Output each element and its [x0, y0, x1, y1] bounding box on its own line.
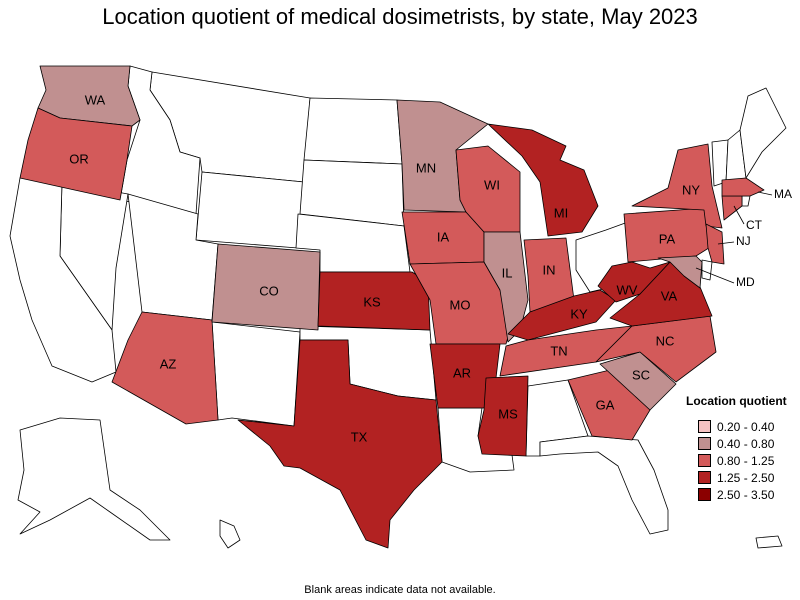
leader-md [695, 267, 735, 284]
state-ks[interactable] [317, 271, 431, 331]
legend-item: 0.40 - 0.80 [686, 435, 796, 452]
legend: Location quotient 0.20 - 0.40 0.40 - 0.8… [686, 394, 796, 503]
leader-ma [757, 191, 773, 196]
state-ms[interactable] [477, 375, 529, 457]
label-wi: WI [484, 177, 500, 192]
label-ct: CT [746, 218, 763, 232]
legend-item: 1.25 - 2.50 [686, 469, 796, 486]
state-ma[interactable] [721, 177, 765, 197]
map-title: Location quotient of medical dosimetrist… [102, 4, 698, 29]
state-sc[interactable] [599, 351, 677, 411]
label-in: IN [543, 262, 556, 277]
state-co[interactable] [211, 243, 321, 331]
legend-label: 0.40 - 0.80 [717, 436, 775, 451]
state-or[interactable] [19, 107, 133, 201]
legend-swatch [698, 437, 711, 450]
label-wa: WA [85, 92, 106, 107]
state-mi[interactable] [487, 123, 599, 237]
label-va: VA [661, 288, 678, 303]
legend-swatch [698, 471, 711, 484]
legend-title: Location quotient [686, 394, 787, 408]
state-florida[interactable] [539, 435, 669, 535]
state-nj[interactable] [705, 223, 725, 265]
label-ia: IA [437, 229, 450, 244]
state-alaska[interactable] [17, 417, 171, 541]
legend-label: 2.50 - 3.50 [717, 487, 775, 502]
state-maine[interactable] [739, 87, 787, 179]
label-co: CO [259, 283, 279, 298]
state-rhode-island[interactable] [741, 195, 751, 207]
state-new-mexico[interactable] [211, 321, 301, 427]
legend-label: 1.25 - 2.50 [717, 470, 775, 485]
state-tx[interactable] [237, 339, 443, 549]
state-north-dakota[interactable] [303, 97, 403, 165]
label-pa: PA [659, 231, 676, 246]
label-md: MD [736, 275, 755, 289]
label-ma: MA [774, 187, 792, 201]
label-or: OR [69, 151, 89, 166]
territory-puerto-rico[interactable] [755, 535, 783, 549]
leader-nj [717, 241, 735, 245]
legend-swatch [698, 420, 711, 433]
label-ks: KS [363, 294, 381, 309]
state-delaware[interactable] [701, 259, 713, 281]
legend-item: 0.80 - 1.25 [686, 452, 796, 469]
state-ny[interactable] [631, 143, 723, 229]
label-tn: TN [550, 343, 567, 358]
data-states [19, 65, 765, 549]
legend-item: 2.50 - 3.50 [686, 486, 796, 503]
state-wyoming[interactable] [195, 171, 305, 249]
label-ms: MS [498, 406, 518, 421]
label-ga: GA [596, 397, 615, 412]
label-mi: MI [554, 205, 568, 220]
state-ct[interactable] [721, 195, 743, 221]
state-md[interactable] [657, 255, 703, 289]
label-ny: NY [682, 182, 700, 197]
label-ky: KY [570, 306, 588, 321]
legend-item: 0.20 - 0.40 [686, 418, 796, 435]
state-hawaii[interactable] [219, 519, 241, 549]
label-mo: MO [450, 297, 471, 312]
label-ar: AR [453, 365, 471, 380]
footnote: Blank areas indicate data not available. [304, 584, 496, 596]
legend-label: 0.20 - 0.40 [717, 419, 775, 434]
label-mn: MN [416, 160, 436, 175]
label-az: AZ [160, 356, 177, 371]
state-vermont[interactable] [711, 139, 729, 187]
legend-swatch [698, 454, 711, 467]
state-california[interactable] [9, 177, 117, 383]
leader-ct [733, 205, 745, 225]
state-ga[interactable] [567, 369, 651, 441]
label-wv: WV [617, 282, 638, 297]
state-wv[interactable] [597, 261, 671, 303]
label-il: IL [502, 265, 513, 280]
leader-lines [695, 191, 773, 284]
label-sc: SC [632, 367, 650, 382]
label-nj: NJ [736, 234, 751, 248]
legend-items: 0.20 - 0.40 0.40 - 0.80 0.80 - 1.25 1.25… [686, 418, 796, 503]
legend-swatch [698, 488, 711, 501]
blank-states [9, 65, 787, 549]
legend-label: 0.80 - 1.25 [717, 453, 775, 468]
label-tx: TX [351, 429, 368, 444]
label-nc: NC [656, 333, 675, 348]
state-labels: WA OR AZ CO KS TX MN IA MO AR MS WI IL M… [69, 92, 792, 444]
